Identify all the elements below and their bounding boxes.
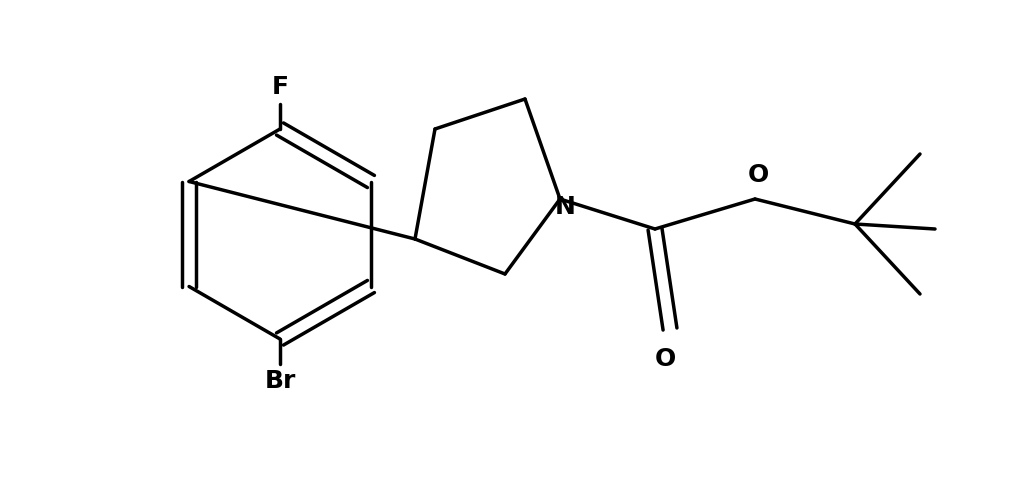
Text: O: O — [654, 347, 676, 371]
Text: Br: Br — [264, 369, 296, 393]
Text: O: O — [748, 163, 769, 187]
Text: N: N — [555, 195, 575, 219]
Text: F: F — [271, 75, 289, 99]
